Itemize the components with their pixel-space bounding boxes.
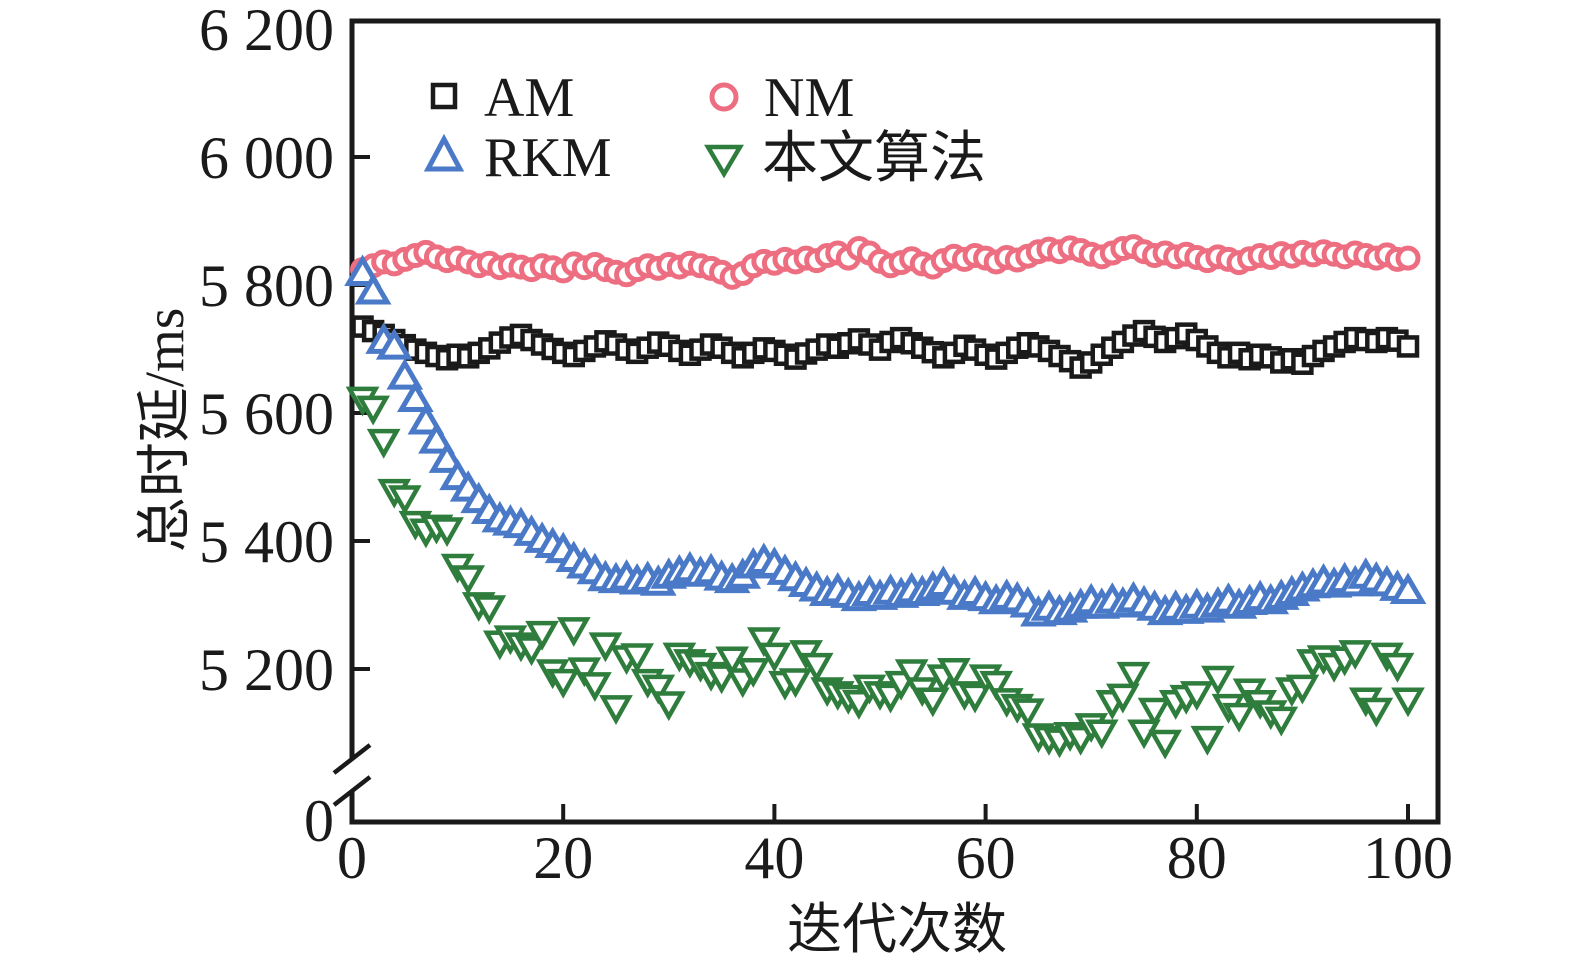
y-tick-label: 5 800 bbox=[199, 253, 334, 319]
marker bbox=[1201, 665, 1235, 696]
marker bbox=[799, 652, 834, 683]
marker bbox=[356, 395, 390, 426]
y-axis-title: 总时延/ms bbox=[134, 308, 195, 552]
marker bbox=[386, 358, 424, 390]
marker bbox=[472, 595, 507, 626]
legend-label-proposed: 本文算法 bbox=[762, 128, 986, 190]
marker bbox=[894, 659, 929, 690]
marker bbox=[407, 402, 445, 435]
marker bbox=[525, 620, 559, 651]
marker bbox=[1116, 661, 1151, 692]
marker bbox=[397, 380, 434, 413]
square-marker-icon bbox=[430, 82, 458, 110]
triangle-down-marker-icon bbox=[704, 144, 744, 179]
marker bbox=[1338, 640, 1373, 670]
y-tick-label: 6 000 bbox=[199, 125, 334, 191]
marker bbox=[578, 672, 612, 702]
marker bbox=[366, 428, 401, 459]
axes: 6 200 6 000 5 800 5 600 5 400 5 200 00 20 40 60 80… bbox=[199, 0, 1453, 891]
legend-label-rkm: RKM bbox=[484, 127, 612, 189]
y-tick-label: 6 200 bbox=[199, 0, 334, 63]
x-tick-label: 100 bbox=[1363, 825, 1453, 891]
marker bbox=[1137, 697, 1172, 728]
legend-label-nm: NM bbox=[764, 67, 854, 129]
legend-label-am: AM bbox=[484, 67, 574, 129]
plot-border bbox=[349, 18, 1441, 825]
marker bbox=[514, 636, 549, 667]
marker bbox=[979, 670, 1014, 701]
legend-item-proposed: 本文算法 bbox=[704, 128, 986, 190]
marker bbox=[428, 441, 466, 473]
y-tick-label: 5 200 bbox=[199, 637, 334, 703]
marker bbox=[567, 657, 602, 688]
marker bbox=[1395, 245, 1421, 271]
x-tick-label: 0 bbox=[337, 825, 367, 891]
marker bbox=[620, 643, 654, 674]
marker bbox=[757, 642, 792, 673]
marker bbox=[1285, 674, 1320, 705]
marker bbox=[778, 668, 813, 699]
series-本文算法 bbox=[345, 386, 1425, 760]
marker bbox=[842, 690, 876, 720]
y-tick-label: 5 600 bbox=[199, 381, 334, 447]
marker bbox=[1084, 719, 1119, 750]
x-tick-label: 20 bbox=[533, 825, 593, 891]
y-tick-label: 5 400 bbox=[199, 509, 334, 575]
marker bbox=[1106, 683, 1140, 714]
marker bbox=[375, 328, 413, 360]
marker bbox=[354, 273, 392, 305]
marker bbox=[1396, 335, 1420, 358]
marker bbox=[937, 658, 971, 688]
marker bbox=[556, 617, 591, 647]
y-zero-label: 0 bbox=[304, 788, 334, 854]
marker bbox=[1389, 572, 1427, 605]
series-AM bbox=[351, 315, 1420, 379]
marker bbox=[736, 658, 771, 688]
marker bbox=[651, 691, 686, 722]
marker bbox=[704, 664, 739, 695]
marker bbox=[1148, 729, 1182, 760]
legend-item-rkm: RKM bbox=[423, 127, 612, 189]
marker bbox=[1264, 706, 1299, 737]
marker bbox=[958, 683, 992, 714]
axis-break-slash bbox=[332, 775, 372, 807]
series-RKM bbox=[344, 254, 1427, 627]
marker bbox=[1391, 687, 1425, 718]
marker bbox=[1380, 652, 1415, 683]
marker bbox=[1010, 698, 1045, 729]
marker bbox=[915, 687, 950, 718]
marker bbox=[451, 565, 486, 596]
x-axis-title: 迭代次数 bbox=[787, 899, 1007, 960]
triangle-up-marker-icon bbox=[423, 133, 465, 172]
x-tick-label: 80 bbox=[1167, 825, 1227, 891]
marker bbox=[1190, 725, 1225, 756]
series-NM bbox=[350, 234, 1421, 290]
marker bbox=[1359, 697, 1394, 728]
legend: AM NM RKM 本文算法 bbox=[423, 67, 986, 190]
marker bbox=[418, 422, 455, 454]
circle-marker-icon bbox=[709, 82, 739, 112]
x-tick-label: 40 bbox=[744, 825, 804, 891]
marker bbox=[344, 254, 381, 286]
marker bbox=[1222, 702, 1256, 733]
marker bbox=[1179, 681, 1214, 711]
marker bbox=[599, 695, 633, 725]
marker bbox=[546, 668, 581, 699]
marker bbox=[387, 485, 422, 516]
x-tick-label: 60 bbox=[956, 825, 1016, 891]
marker bbox=[746, 627, 781, 658]
axis-break-slash bbox=[332, 743, 372, 775]
legend-item-am: AM bbox=[430, 67, 574, 129]
legend-item-nm: NM bbox=[709, 67, 854, 129]
data-points bbox=[344, 234, 1427, 760]
marker bbox=[641, 674, 676, 705]
marker bbox=[430, 517, 464, 548]
